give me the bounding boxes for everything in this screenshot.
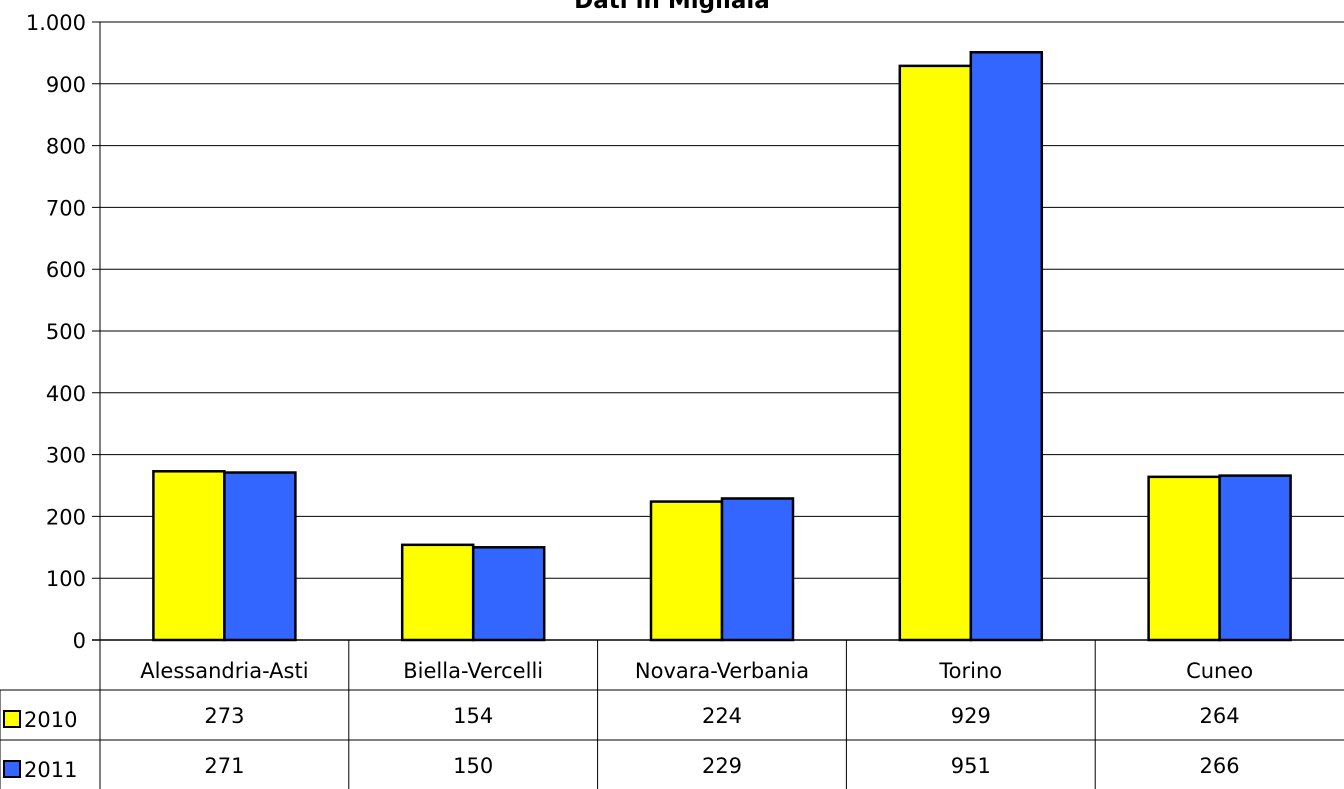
y-tick-label: 700	[46, 196, 86, 220]
bar-2010-Alessandria-Asti	[152, 470, 226, 642]
data-label: 229	[702, 754, 742, 778]
data-label: 273	[204, 704, 244, 728]
data-label: 150	[453, 754, 493, 778]
bar-2011-Biella-Vercelli	[471, 546, 546, 642]
data-label: 951	[951, 754, 991, 778]
bar-2011-Novara-Verbania	[720, 497, 795, 642]
y-tick-label: 200	[46, 505, 86, 529]
y-tick-label: 900	[46, 73, 86, 97]
data-label: 266	[1200, 754, 1240, 778]
category-label: Biella-Vercelli	[403, 659, 543, 683]
bar-2010-Cuneo	[1147, 475, 1221, 642]
category-label: Novara-Verbania	[635, 659, 809, 683]
y-axis-ticks: 0 100 200 300 400 500 600 700 800 900 1.000	[26, 11, 86, 653]
bars	[152, 51, 1292, 642]
y-tick-label: 0	[73, 629, 86, 653]
bar-2011-Torino	[969, 51, 1044, 642]
category-label: Torino	[938, 659, 1002, 683]
bar-2010-Biella-Vercelli	[400, 543, 475, 642]
category-label: Cuneo	[1186, 659, 1253, 683]
y-tick-label: 1.000	[26, 11, 86, 35]
bar-2010-Torino	[898, 64, 973, 642]
y-tick-label: 100	[46, 567, 86, 591]
y-tick-label: 300	[46, 444, 86, 468]
data-label: 929	[951, 704, 991, 728]
bar-2010-Novara-Verbania	[649, 500, 724, 642]
y-tick-label: 500	[46, 320, 86, 344]
legend-label: 2011	[24, 758, 77, 782]
y-tick-label: 400	[46, 382, 86, 406]
data-label: 264	[1200, 704, 1240, 728]
data-label: 271	[204, 754, 244, 778]
legend-swatch-2011	[3, 760, 21, 778]
bar-2011-Alessandria-Asti	[223, 471, 297, 642]
category-label: Alessandria-Asti	[140, 659, 308, 683]
y-tick-label: 800	[46, 135, 86, 159]
data-label: 224	[702, 704, 742, 728]
y-tick-label: 600	[46, 258, 86, 282]
gridlines	[92, 21, 1344, 789]
chart-title: Dati in Migliaia	[574, 0, 770, 14]
bar-2011-Cuneo	[1218, 474, 1292, 642]
legend-label: 2010	[24, 708, 77, 732]
data-table: Alessandria-Asti Biella-Vercelli Novara-Ve…	[0, 639, 1344, 789]
data-label: 154	[453, 704, 493, 728]
legend-swatch-2010	[3, 710, 21, 728]
